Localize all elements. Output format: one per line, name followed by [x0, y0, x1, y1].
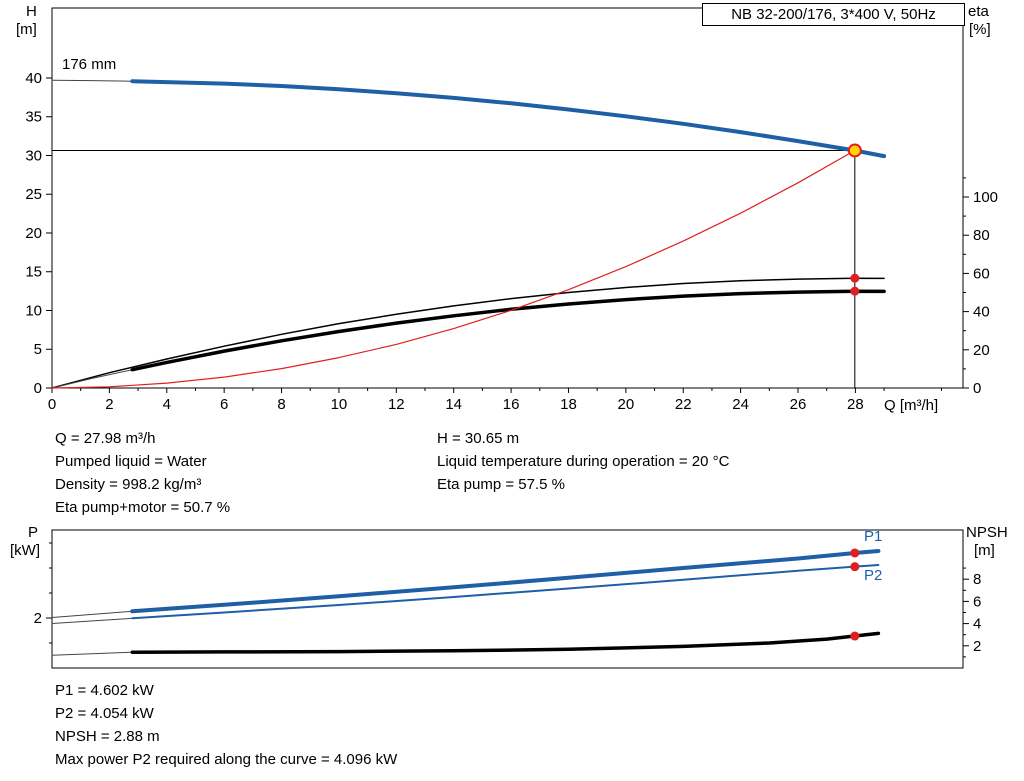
series-head-curve [130, 79, 887, 159]
head-value: H = 30.65 m [437, 430, 520, 447]
plot-border [51, 529, 964, 669]
y-left-tick-label: 15 [25, 264, 42, 281]
p-axis-unit: [kW] [10, 542, 40, 559]
eta-pump-motor-value: Eta pump+motor = 50.7 % [55, 499, 231, 516]
x-tick-label: 14 [445, 396, 462, 413]
y-right-tick-label: 40 [973, 304, 990, 321]
h-axis-label: H [26, 3, 37, 20]
y-right-tick-label: 6 [973, 593, 981, 610]
p1-curve-label: P1 [864, 528, 883, 545]
series-p1 [130, 549, 881, 614]
y-left-tick-label: 35 [25, 109, 42, 126]
y-left-tick-label: 2 [34, 610, 42, 627]
marker-eta-pump-motor-point [850, 286, 860, 296]
eta-pump-value: Eta pump = 57.5 % [437, 476, 565, 493]
x-tick-label: 20 [618, 396, 635, 413]
y-left-tick-label: 10 [25, 302, 42, 319]
impeller-size-label: 176 mm [62, 56, 117, 73]
x-tick-label: 4 [163, 396, 171, 413]
y-left-tick-label: 0 [34, 380, 42, 397]
y-right-tick-label: 60 [973, 265, 990, 282]
marker-duty-point [847, 143, 862, 158]
x-tick-label: 22 [675, 396, 692, 413]
x-tick-label: 2 [105, 396, 113, 413]
x-tick-label: 26 [790, 396, 807, 413]
y-left-tick-label: 40 [25, 70, 42, 87]
y-right-tick-label: 4 [973, 616, 981, 633]
p1-value: P1 = 4.602 kW [55, 682, 154, 699]
y-left-tick-label: 25 [25, 186, 42, 203]
operating-data-left-column: Q = 27.98 m³/h Pumped liquid = Water Den… [55, 427, 230, 519]
y-left-tick-label: 30 [25, 147, 42, 164]
h-axis-unit: [m] [16, 21, 37, 38]
y-right-tick-label: 8 [973, 571, 981, 588]
series-eta-pump-motor-lead [51, 369, 133, 389]
plot-border [51, 7, 964, 389]
series-eta-pump [51, 277, 885, 389]
npsh-axis-label: NPSH [966, 524, 1008, 541]
x-tick-label: 6 [220, 396, 228, 413]
series-eta-pump-motor [130, 289, 886, 372]
series-p1-lead [51, 610, 133, 618]
y-left-tick-label: 20 [25, 225, 42, 242]
pumped-liquid-value: Pumped liquid = Water [55, 453, 207, 470]
series-system-curve [51, 149, 856, 389]
y-right-tick-label: 0 [973, 380, 981, 397]
y-right-tick-label: 80 [973, 227, 990, 244]
flow-value: Q = 27.98 m³/h [55, 430, 156, 447]
npsh-value: NPSH = 2.88 m [55, 728, 160, 745]
liquid-temp-value: Liquid temperature during operation = 20… [437, 453, 730, 470]
p2-value: P2 = 4.054 kW [55, 705, 154, 722]
x-tick-label: 12 [388, 396, 405, 413]
x-tick-label: 16 [503, 396, 520, 413]
series-p2-lead [51, 617, 133, 624]
x-tick-label: 18 [560, 396, 577, 413]
q-axis-label: Q [m³/h] [884, 397, 939, 414]
y-right-tick-label: 20 [973, 342, 990, 359]
max-power-value: Max power P2 required along the curve = … [55, 751, 398, 768]
series-npsh-lead [51, 651, 133, 656]
x-tick-label: 10 [331, 396, 348, 413]
x-tick-label: 8 [277, 396, 285, 413]
x-tick-label: 24 [732, 396, 749, 413]
x-tick-label: 0 [48, 396, 56, 413]
series-p2 [131, 564, 880, 620]
marker-p1-point [850, 548, 860, 558]
pump-model-box: NB 32-200/176, 3*400 V, 50Hz [702, 3, 965, 26]
series-head-curve-lead [51, 79, 133, 82]
eta-axis-label: eta [968, 3, 989, 20]
y-right-tick-label: 100 [973, 189, 998, 206]
power-data-column: P1 = 4.602 kW P2 = 4.054 kW NPSH = 2.88 … [55, 679, 397, 771]
density-value: Density = 998.2 kg/m³ [55, 476, 202, 493]
marker-npsh-point [850, 631, 860, 641]
operating-data-right-column: H = 30.65 m Liquid temperature during op… [437, 427, 729, 496]
x-tick-label: 28 [847, 396, 864, 413]
y-left-tick-label: 5 [34, 341, 42, 358]
marker-eta-pump-point [850, 273, 860, 283]
p-axis-label: P [28, 524, 39, 541]
npsh-axis-unit: [m] [974, 542, 995, 559]
y-right-tick-label: 2 [973, 638, 981, 655]
eta-axis-unit: [%] [969, 21, 991, 38]
marker-p2-point [850, 562, 860, 572]
series-npsh [130, 631, 881, 654]
p2-curve-label: P2 [864, 567, 883, 584]
pump-model-label: NB 32-200/176, 3*400 V, 50Hz [731, 6, 936, 23]
